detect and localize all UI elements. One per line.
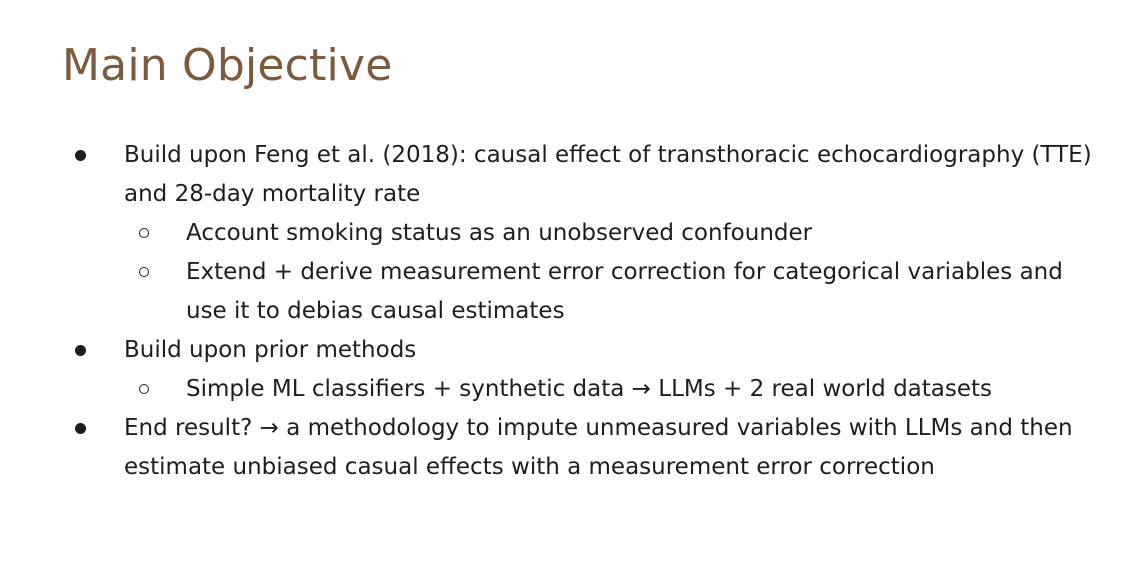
sub-bullet-text: Extend + derive measurement error correc… <box>186 259 1063 324</box>
bullet-item: Build upon Feng et al. (2018): causal ef… <box>0 136 1134 331</box>
sub-bullet-list: Account smoking status as an unobserved … <box>124 214 1094 331</box>
bullet-item: Build upon prior methods Simple ML class… <box>0 331 1134 409</box>
sub-bullet-item: Extend + derive measurement error correc… <box>62 253 1094 331</box>
sub-bullet-list: Simple ML classifiers + synthetic data →… <box>124 370 1094 409</box>
sub-bullet-text: Simple ML classifiers + synthetic data →… <box>186 376 993 402</box>
slide-title: Main Objective <box>62 40 393 91</box>
sub-bullet-item: Account smoking status as an unobserved … <box>62 214 1094 253</box>
sub-bullet-text: Account smoking status as an unobserved … <box>186 220 813 246</box>
bullet-circle-icon <box>139 384 149 394</box>
slide-content: Build upon Feng et al. (2018): causal ef… <box>0 136 1134 487</box>
bullet-disc-icon <box>75 345 86 356</box>
bullet-disc-icon <box>75 423 86 434</box>
bullet-item: End result? → a methodology to impute un… <box>0 409 1134 487</box>
bullet-text: Build upon Feng et al. (2018): causal ef… <box>124 142 1092 207</box>
sub-bullet-item: Simple ML classifiers + synthetic data →… <box>62 370 1094 409</box>
bullet-list: Build upon Feng et al. (2018): causal ef… <box>0 136 1134 487</box>
bullet-text: Build upon prior methods <box>124 337 417 363</box>
bullet-circle-icon <box>139 267 149 277</box>
bullet-disc-icon <box>75 150 86 161</box>
bullet-circle-icon <box>139 228 149 238</box>
bullet-text: End result? → a methodology to impute un… <box>124 415 1073 480</box>
